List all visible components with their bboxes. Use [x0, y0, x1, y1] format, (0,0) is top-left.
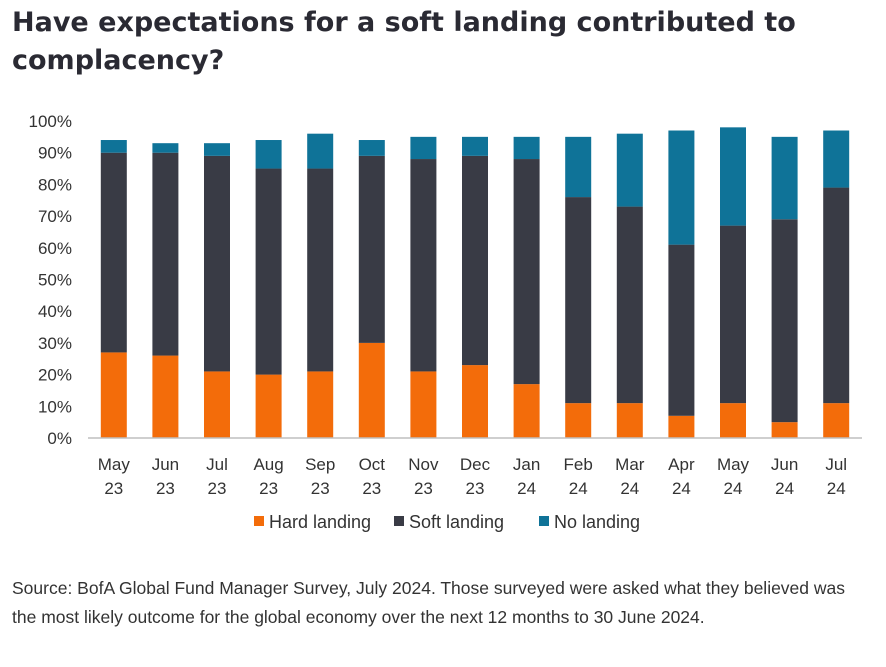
x-tick-label: 24 — [724, 479, 743, 498]
bar-segment-no-landing — [358, 140, 385, 156]
x-tick-label: 23 — [156, 479, 175, 498]
x-tick-label: Oct — [359, 455, 386, 474]
legend-swatch-hard-landing — [254, 516, 264, 526]
bar-segment-hard-landing — [720, 403, 746, 438]
x-tick-label: 23 — [466, 479, 485, 498]
y-tick-label: 50% — [38, 271, 72, 290]
x-tick-label: Jul — [206, 455, 228, 474]
bar-segment-soft-landing — [823, 187, 850, 404]
bar-segment-soft-landing — [616, 206, 643, 404]
bar-segment-no-landing — [616, 133, 643, 207]
bar-segment-hard-landing — [513, 384, 540, 438]
bar-segment-no-landing — [668, 130, 695, 245]
x-tick-label: Feb — [564, 455, 593, 474]
x-tick-label: 23 — [208, 479, 227, 498]
x-axis: May 23 Jun 23 Jul 23 Aug 23 Sep 23 Oct 23 Nov 23 Dec 23… — [98, 455, 847, 498]
y-axis: 0% 10% 20% 30% 40% 50% 60% 70% 80% 90% 100% — [29, 112, 72, 448]
bar-segment-soft-landing — [513, 159, 540, 385]
x-tick-label: Jun — [771, 455, 798, 474]
bar-segment-hard-landing — [255, 374, 282, 438]
x-tick-label: 23 — [362, 479, 381, 498]
stacked-bar-chart: 0% 10% 20% 30% 40% 50% 60% 70% 80% 90% 100% May 23 J… — [29, 112, 862, 532]
bar-segment-soft-landing — [152, 152, 179, 356]
bar-segment-hard-landing — [358, 342, 385, 438]
bar-segment-no-landing — [771, 136, 798, 220]
bar-segment-soft-landing — [255, 168, 282, 375]
x-tick-label: Nov — [408, 455, 439, 474]
y-tick-label: 60% — [38, 239, 72, 258]
bar-segment-no-landing — [100, 140, 127, 153]
bar-segment-hard-landing — [100, 352, 127, 438]
x-tick-label: May — [98, 455, 131, 474]
bar-segment-no-landing — [204, 143, 230, 156]
bar-segment-soft-landing — [358, 155, 385, 343]
x-tick-label: Aug — [253, 455, 283, 474]
x-tick-label: Jul — [825, 455, 847, 474]
bar-segment-no-landing — [307, 133, 334, 169]
bar-segment-hard-landing — [771, 422, 798, 438]
legend: Hard landing Soft landing No landing — [254, 512, 640, 532]
bar-segment-soft-landing — [307, 168, 334, 372]
y-tick-label: 100% — [29, 112, 72, 131]
bar-segment-soft-landing — [720, 225, 746, 404]
bar-segment-hard-landing — [462, 365, 488, 438]
bar-segment-no-landing — [462, 136, 488, 156]
x-tick-label: Jan — [513, 455, 540, 474]
y-tick-label: 80% — [38, 175, 72, 194]
legend-label-hard-landing: Hard landing — [269, 512, 371, 532]
bar-segment-hard-landing — [410, 371, 437, 438]
x-tick-label: Dec — [460, 455, 491, 474]
x-tick-label: 24 — [672, 479, 691, 498]
bar-segment-soft-landing — [771, 219, 798, 423]
x-tick-label: May — [717, 455, 750, 474]
x-tick-label: Jun — [152, 455, 179, 474]
bar-segment-no-landing — [720, 127, 746, 226]
x-tick-label: Apr — [668, 455, 695, 474]
y-tick-label: 0% — [47, 429, 72, 448]
bar-segment-soft-landing — [668, 244, 695, 416]
bar-segment-no-landing — [565, 136, 592, 198]
y-tick-label: 20% — [38, 366, 72, 385]
bar-segment-no-landing — [152, 143, 179, 153]
x-tick-label: 24 — [517, 479, 536, 498]
x-tick-label: 24 — [775, 479, 794, 498]
bar-segment-no-landing — [255, 140, 282, 169]
bar-segment-soft-landing — [100, 152, 127, 353]
legend-swatch-soft-landing — [394, 516, 404, 526]
bar-segment-no-landing — [410, 136, 437, 160]
legend-label-no-landing: No landing — [554, 512, 640, 532]
bar-segment-soft-landing — [565, 197, 592, 404]
bar-segment-soft-landing — [462, 155, 488, 366]
bar-segment-hard-landing — [668, 415, 695, 438]
bar-segment-hard-landing — [616, 403, 643, 438]
y-tick-label: 10% — [38, 397, 72, 416]
bars-area — [100, 127, 850, 438]
bar-segment-hard-landing — [823, 403, 850, 438]
bar-segment-no-landing — [513, 136, 540, 160]
x-tick-label: 23 — [259, 479, 278, 498]
x-tick-label: 23 — [104, 479, 123, 498]
x-tick-label: 24 — [620, 479, 639, 498]
y-tick-label: 30% — [38, 334, 72, 353]
legend-label-soft-landing: Soft landing — [409, 512, 504, 532]
bar-segment-hard-landing — [307, 371, 334, 438]
bar-segment-soft-landing — [204, 155, 230, 372]
x-tick-label: 23 — [311, 479, 330, 498]
source-note: Source: BofA Global Fund Manager Survey,… — [12, 578, 846, 627]
legend-swatch-no-landing — [539, 516, 549, 526]
x-tick-label: Mar — [615, 455, 645, 474]
x-tick-label: 23 — [414, 479, 433, 498]
bar-segment-no-landing — [823, 130, 850, 188]
chart-title: Have expectations for a soft landing con… — [12, 7, 796, 76]
bar-segment-hard-landing — [565, 403, 592, 438]
x-tick-label: 24 — [827, 479, 846, 498]
y-tick-label: 90% — [38, 144, 72, 163]
bar-segment-hard-landing — [204, 371, 230, 438]
x-tick-label: Sep — [305, 455, 335, 474]
x-tick-label: 24 — [569, 479, 588, 498]
bar-segment-soft-landing — [410, 159, 437, 372]
bar-segment-hard-landing — [152, 355, 179, 438]
y-tick-label: 40% — [38, 302, 72, 321]
y-tick-label: 70% — [38, 207, 72, 226]
